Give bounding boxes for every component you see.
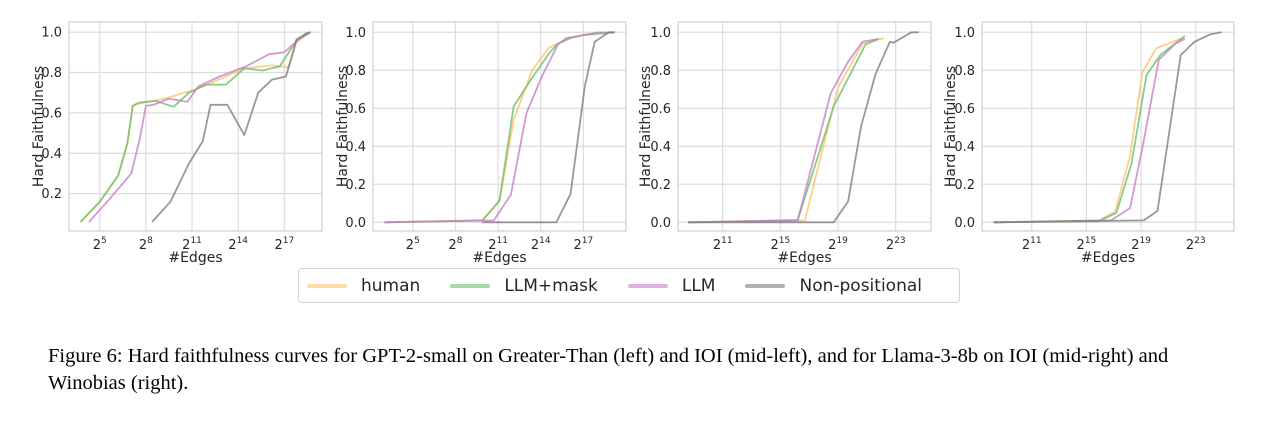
y-axis-label: Hard Faithfulness <box>943 66 959 187</box>
y-tick-label: 0.8 <box>954 64 975 79</box>
y-tick-label: 0.8 <box>345 64 366 79</box>
legend-swatch-non-positional <box>745 283 786 288</box>
chart-panel-1: 25 28 211 214 217 0.2 0.4 0.6 0.8 1.0 #Edges Hard F… <box>31 21 323 266</box>
x-axis-label: #Edges <box>472 250 526 266</box>
series-line-llm-mask <box>993 35 1186 224</box>
x-tick-label: 211 <box>713 236 733 253</box>
series-line-llm <box>993 38 1186 224</box>
legend-label: LLM <box>681 275 716 296</box>
y-axis-label: Hard Faithfulness <box>638 66 654 187</box>
plot-frame <box>981 21 1235 232</box>
y-axis-label: Hard Faithfulness <box>31 66 47 187</box>
x-axis-label: #Edges <box>777 250 831 266</box>
y-tick-label: 0.6 <box>650 102 671 117</box>
y-tick-label: 0.2 <box>650 178 671 193</box>
y-tick-label: 0.6 <box>345 102 366 117</box>
chart-panel-2: 25 28 211 214 217 0.0 0.2 0.4 0.6 0.8 1.0 #Edges Har… <box>335 21 627 266</box>
chart-panel-3: 211 215 219 223 0.0 0.2 0.4 0.6 0.8 1.0 #Edges Hard… <box>638 21 932 266</box>
x-tick-label: 214 <box>228 236 248 253</box>
legend-label: human <box>361 275 421 296</box>
x-tick-label: 219 <box>828 236 848 253</box>
series-line-non-positional <box>993 31 1222 224</box>
x-axis-label: #Edges <box>1081 250 1135 266</box>
y-tick-label: 1.0 <box>41 26 62 41</box>
x-tick-label: 223 <box>1186 236 1206 253</box>
y-tick-label: 0.4 <box>954 140 975 155</box>
series-line-non-positional <box>482 31 615 224</box>
series-line-non-positional <box>688 31 919 224</box>
y-tick-label: 0.0 <box>345 216 366 231</box>
y-tick-label: 0.6 <box>954 102 975 117</box>
x-tick-label: 211 <box>182 236 202 253</box>
y-tick-label: 0.2 <box>954 178 975 193</box>
x-tick-label: 25 <box>93 236 107 253</box>
y-tick-label: 1.0 <box>345 26 366 41</box>
x-tick-label: 28 <box>448 236 462 253</box>
x-tick-label: 25 <box>406 236 420 253</box>
legend-swatch-llm-mask <box>450 283 491 288</box>
series-line-human <box>993 36 1186 224</box>
legend-item-non-positional: Non-positional <box>745 276 922 296</box>
x-tick-label: 219 <box>1131 236 1151 253</box>
plot-frame <box>68 21 323 232</box>
x-tick-label: 215 <box>770 236 790 253</box>
y-tick-label: 0.0 <box>954 216 975 231</box>
x-tick-label: 223 <box>886 236 906 253</box>
figure-caption: Figure 6: Hard faithfulness curves for G… <box>48 345 1169 394</box>
y-tick-label: 0.2 <box>41 187 62 202</box>
x-tick-label: 214 <box>531 236 551 253</box>
x-tick-label: 217 <box>274 236 294 253</box>
legend-label: LLM+mask <box>504 275 598 296</box>
series-line-llm-mask <box>79 31 311 223</box>
series-line-llm <box>688 38 879 224</box>
y-tick-label: 0.4 <box>650 140 671 155</box>
plot-frame <box>677 21 932 232</box>
y-tick-label: 0.8 <box>41 66 62 81</box>
legend-swatch-human <box>307 283 347 288</box>
y-tick-label: 0.4 <box>41 147 62 162</box>
x-tick-label: 28 <box>139 236 153 253</box>
series-line-non-positional <box>151 31 311 223</box>
figure-panels: 25 28 211 214 217 0.2 0.4 0.6 0.8 1.0 #Edges Hard F… <box>31 21 1235 266</box>
y-tick-label: 0.0 <box>650 216 671 231</box>
legend-swatch-llm <box>627 283 668 288</box>
legend-item-human: human <box>307 276 420 296</box>
x-tick-label: 211 <box>1022 236 1042 253</box>
legend-item-llm: LLM <box>627 275 716 296</box>
y-axis-label: Hard Faithfulness <box>335 66 351 187</box>
x-axis-label: #Edges <box>168 250 222 266</box>
legend-label: Non-positional <box>799 275 922 296</box>
x-tick-label: 211 <box>488 236 508 253</box>
y-tick-label: 0.2 <box>345 178 366 193</box>
chart-panel-4: 211 215 219 223 0.0 0.2 0.4 0.6 0.8 1.0 #Edges Hard… <box>943 21 1235 266</box>
legend-item-llm-mask: LLM+mask <box>450 276 598 296</box>
series-line-llm <box>384 31 615 224</box>
y-tick-label: 0.8 <box>650 64 671 79</box>
y-tick-label: 1.0 <box>954 26 975 41</box>
y-tick-label: 0.4 <box>345 140 366 155</box>
x-tick-label: 215 <box>1077 236 1097 253</box>
plot-frame <box>372 21 627 232</box>
x-tick-label: 217 <box>573 236 593 253</box>
series-line-llm <box>88 31 311 223</box>
y-tick-label: 0.6 <box>41 106 62 121</box>
y-tick-label: 1.0 <box>650 26 671 41</box>
legend: human LLM+mask LLM Non-positional <box>298 268 960 303</box>
